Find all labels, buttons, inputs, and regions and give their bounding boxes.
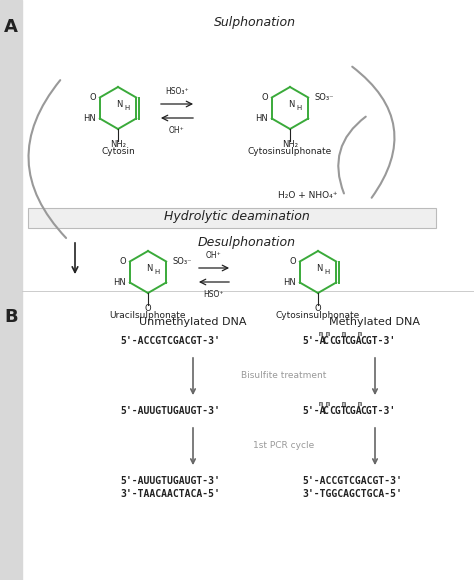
Text: O: O bbox=[315, 304, 321, 313]
Text: C: C bbox=[322, 406, 328, 416]
Text: O: O bbox=[89, 93, 96, 102]
Text: SO₃⁻: SO₃⁻ bbox=[172, 257, 191, 266]
Text: HSO⁺: HSO⁺ bbox=[204, 290, 224, 299]
Text: Unmethylated DNA: Unmethylated DNA bbox=[139, 317, 247, 327]
Text: m: m bbox=[319, 332, 323, 338]
Text: m: m bbox=[319, 401, 323, 408]
Text: HN: HN bbox=[283, 278, 296, 287]
Text: 5'-AUUGTUGAUGT-3': 5'-AUUGTUGAUGT-3' bbox=[120, 476, 220, 486]
Text: H₂O + NHO₄⁺: H₂O + NHO₄⁺ bbox=[278, 191, 338, 201]
Text: m: m bbox=[357, 332, 362, 338]
Text: NH₂: NH₂ bbox=[110, 140, 126, 149]
Text: H: H bbox=[296, 105, 301, 111]
Text: CGT-3': CGT-3' bbox=[360, 406, 395, 416]
Text: 5'-A: 5'-A bbox=[302, 336, 326, 346]
Text: 1st PCR cycle: 1st PCR cycle bbox=[254, 441, 315, 451]
Text: HN: HN bbox=[255, 114, 268, 123]
Text: B: B bbox=[4, 308, 18, 326]
Text: Uracilsulphonate: Uracilsulphonate bbox=[110, 311, 186, 320]
Text: CGA: CGA bbox=[345, 336, 362, 346]
Text: C: C bbox=[322, 336, 328, 346]
Text: Cytosinsulphonate: Cytosinsulphonate bbox=[248, 147, 332, 156]
Text: H: H bbox=[324, 269, 329, 275]
Text: CGT: CGT bbox=[329, 336, 346, 346]
Text: 5'-ACCGTCGACGT-3': 5'-ACCGTCGACGT-3' bbox=[120, 336, 220, 346]
Text: 3'-TAACAACTACA-5': 3'-TAACAACTACA-5' bbox=[120, 489, 220, 499]
Text: OH⁺: OH⁺ bbox=[169, 126, 185, 135]
Text: HN: HN bbox=[83, 114, 96, 123]
Text: N: N bbox=[316, 264, 322, 273]
Bar bbox=[0, 290, 22, 580]
Text: m: m bbox=[326, 401, 330, 408]
Text: N: N bbox=[116, 100, 122, 109]
Text: O: O bbox=[145, 304, 151, 313]
Text: H: H bbox=[124, 105, 129, 111]
Text: O: O bbox=[119, 257, 126, 266]
Text: Cytosin: Cytosin bbox=[101, 147, 135, 156]
Text: Sulphonation: Sulphonation bbox=[214, 16, 296, 29]
Text: O: O bbox=[261, 93, 268, 102]
Text: m: m bbox=[342, 401, 346, 408]
Text: m: m bbox=[357, 401, 362, 408]
Text: Bisulfite treatment: Bisulfite treatment bbox=[241, 372, 327, 380]
Text: OH⁺: OH⁺ bbox=[206, 251, 222, 260]
Text: Desulphonation: Desulphonation bbox=[198, 236, 296, 249]
Text: 5'-A: 5'-A bbox=[302, 406, 326, 416]
Text: HN: HN bbox=[113, 278, 126, 287]
Text: NH₂: NH₂ bbox=[282, 140, 298, 149]
Text: Hydrolytic deamination: Hydrolytic deamination bbox=[164, 210, 310, 223]
Text: 3'-TGGCAGCTGCA-5': 3'-TGGCAGCTGCA-5' bbox=[302, 489, 402, 499]
Text: m: m bbox=[326, 332, 330, 338]
Text: CGT-3': CGT-3' bbox=[360, 336, 395, 346]
Text: CGA: CGA bbox=[345, 406, 362, 416]
Text: N: N bbox=[288, 100, 294, 109]
Text: A: A bbox=[4, 18, 18, 36]
FancyBboxPatch shape bbox=[28, 208, 436, 228]
Text: 5'-ACCGTCGACGT-3': 5'-ACCGTCGACGT-3' bbox=[302, 476, 402, 486]
Text: Cytosinsulphonate: Cytosinsulphonate bbox=[276, 311, 360, 320]
Text: CGT: CGT bbox=[329, 406, 346, 416]
Bar bbox=[0, 0, 22, 290]
Text: 5'-AUUGTUGAUGT-3': 5'-AUUGTUGAUGT-3' bbox=[120, 406, 220, 416]
Text: SO₃⁻: SO₃⁻ bbox=[314, 93, 334, 102]
Text: m: m bbox=[342, 332, 346, 338]
Text: H: H bbox=[154, 269, 159, 275]
Text: O: O bbox=[289, 257, 296, 266]
Text: Methylated DNA: Methylated DNA bbox=[329, 317, 420, 327]
Text: N: N bbox=[146, 264, 152, 273]
Text: HSO₃⁺: HSO₃⁺ bbox=[165, 87, 189, 96]
